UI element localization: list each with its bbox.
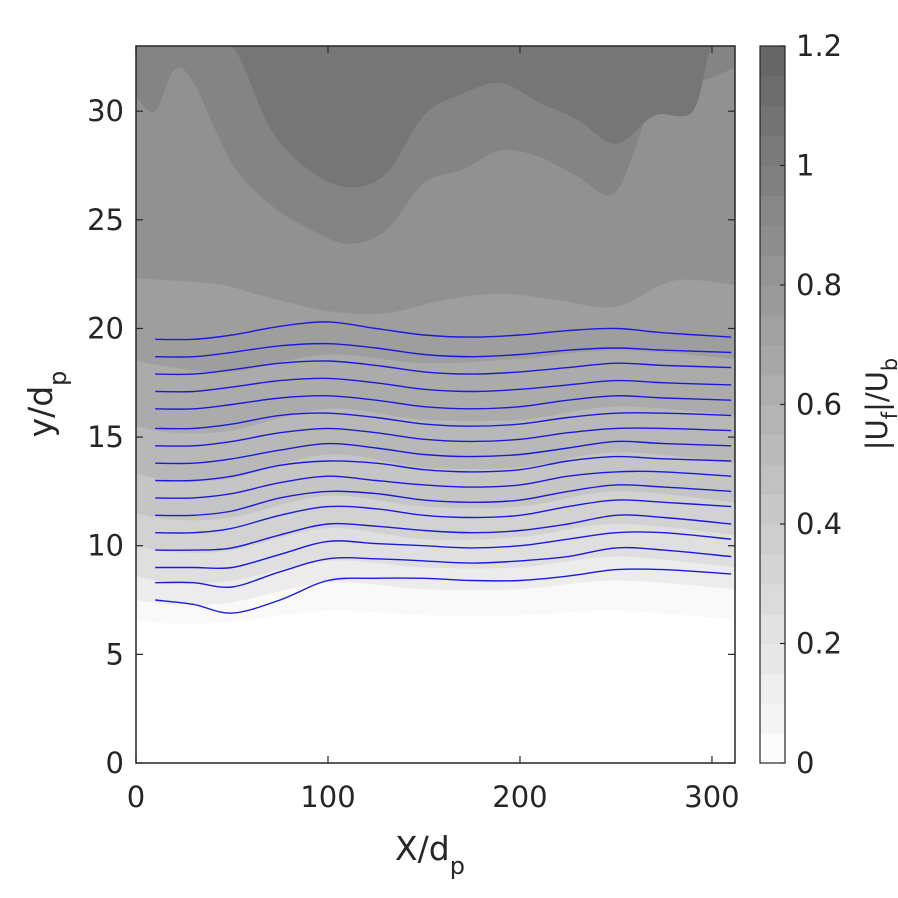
colorbar-tick-label-2: 0.4 xyxy=(796,507,842,541)
colorbar-band-8 xyxy=(760,494,785,525)
x-tick-label-300: 300 xyxy=(684,780,739,814)
streamline-14 xyxy=(155,360,732,376)
y-tick-label-30: 30 xyxy=(87,94,124,128)
colorbar-band-4 xyxy=(760,613,785,645)
streamline-11 xyxy=(155,412,732,430)
plot-area xyxy=(136,46,735,763)
x-tick-label-0: 0 xyxy=(127,780,145,814)
streamline-7 xyxy=(155,470,732,499)
colorbar-band-0 xyxy=(760,733,785,764)
colorbar-band-13 xyxy=(760,344,785,376)
streamline-9 xyxy=(155,440,732,465)
streamlines xyxy=(155,321,732,614)
colorbar-bands xyxy=(760,46,785,764)
y-tick-label-10: 10 xyxy=(87,529,124,563)
colorbar-band-2 xyxy=(760,673,785,704)
colorbar-band-14 xyxy=(760,314,785,346)
colorbar-band-21 xyxy=(760,105,785,137)
streamline-13 xyxy=(155,377,732,393)
streamline-1 xyxy=(155,568,732,614)
colorbar-band-16 xyxy=(760,255,785,286)
colorbar-band-5 xyxy=(760,583,785,615)
streamline-3 xyxy=(155,531,732,570)
streamline-15 xyxy=(155,342,732,358)
colorbar-band-23 xyxy=(760,46,785,77)
colorbar-band-18 xyxy=(760,195,785,226)
streamline-2 xyxy=(155,546,732,589)
colorbar-band-10 xyxy=(760,434,785,465)
colorbar-band-12 xyxy=(760,374,785,406)
colorbar-tick-label-3: 0.6 xyxy=(796,388,842,422)
y-tick-label-25: 25 xyxy=(87,203,124,237)
streamline-5 xyxy=(155,499,732,534)
colorbar-tick-label-0: 0 xyxy=(796,746,814,780)
colorbar-tick-label-1: 0.2 xyxy=(796,627,842,661)
colorbar-band-17 xyxy=(760,225,785,256)
colorbar-band-22 xyxy=(760,75,785,107)
y-tick-label-5: 5 xyxy=(106,637,124,671)
x-tick-label-200: 200 xyxy=(492,780,547,814)
y-axis-label: y/dp xyxy=(21,371,72,438)
colorbar-band-15 xyxy=(760,285,785,316)
x-axis-label: X/dp xyxy=(395,829,465,880)
contour-bands xyxy=(136,46,735,625)
colorbar-label: |Uf|/Ub xyxy=(860,358,898,451)
colorbar-tick-label-5: 1 xyxy=(796,149,814,183)
colorbar-band-3 xyxy=(760,643,785,674)
x-axis-ticks: 0 100 200 300 xyxy=(127,46,740,814)
x-tick-label-100: 100 xyxy=(300,780,355,814)
colorbar-band-19 xyxy=(760,165,785,196)
colorbar-band-11 xyxy=(760,404,785,435)
colorbar-tick-label-6: 1.2 xyxy=(796,29,842,63)
y-tick-label-15: 15 xyxy=(87,420,124,454)
contour-band-10 xyxy=(136,46,735,188)
colorbar-band-9 xyxy=(760,464,785,495)
y-tick-label-20: 20 xyxy=(87,311,124,345)
colorbar-band-1 xyxy=(760,703,785,734)
streamline-12 xyxy=(155,395,732,410)
colorbar-band-6 xyxy=(760,553,785,585)
streamline-10 xyxy=(155,427,732,447)
y-tick-label-0: 0 xyxy=(106,746,124,780)
y-axis-ticks: 0 5 10 15 20 25 30 xyxy=(87,94,735,780)
colorbar-band-7 xyxy=(760,524,785,555)
streamline-16 xyxy=(155,321,732,341)
plot-frame xyxy=(135,45,736,764)
colorbar-band-20 xyxy=(760,135,785,167)
streamline-6 xyxy=(155,484,732,517)
streamline-8 xyxy=(155,455,732,482)
colorbar-ticks: 0 0.2 0.4 0.6 0.8 1 1.2 xyxy=(780,29,842,780)
colorbar: 0 0.2 0.4 0.6 0.8 1 1.2 |Uf|/Ub xyxy=(759,29,898,780)
colorbar-tick-label-4: 0.8 xyxy=(796,268,842,302)
streamline-4 xyxy=(155,514,732,551)
